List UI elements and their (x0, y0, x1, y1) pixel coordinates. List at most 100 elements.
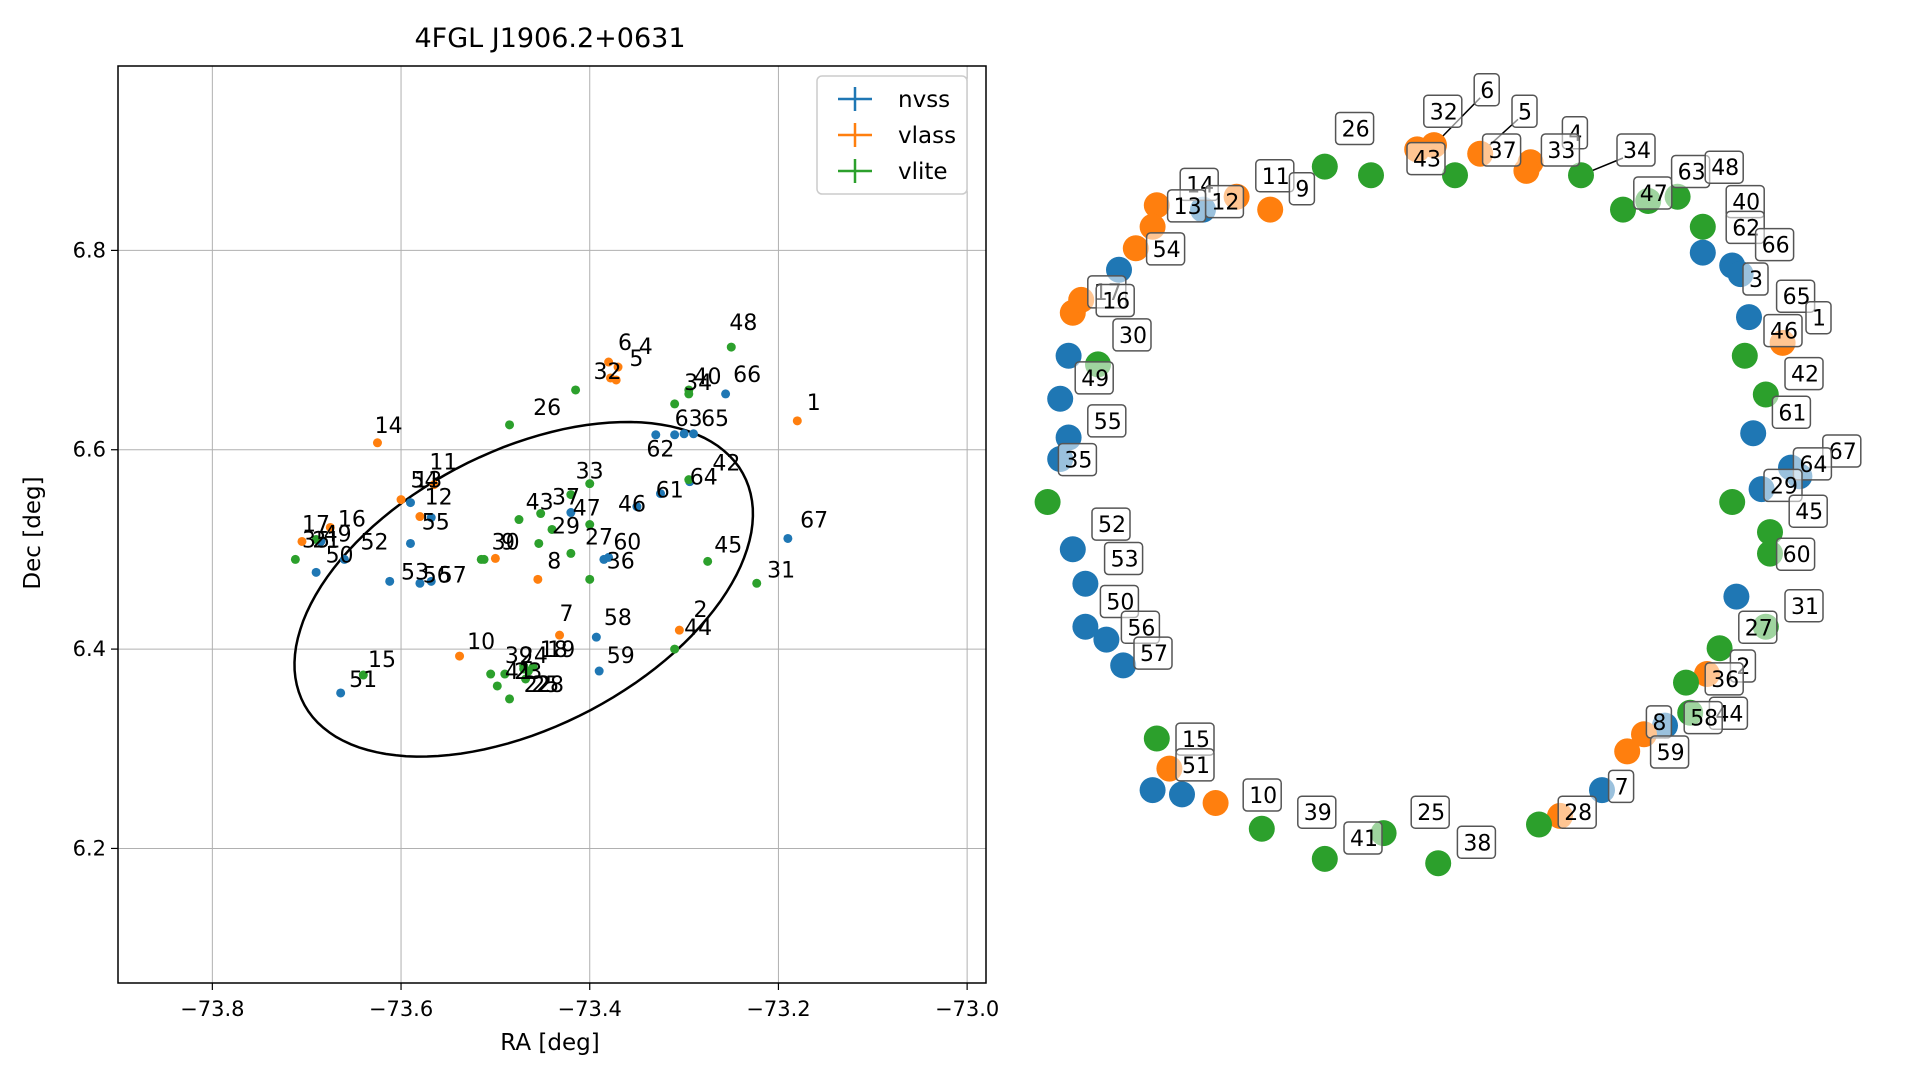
ring-label-box: 32 (1423, 94, 1463, 129)
ring-label-box: 37 (1481, 133, 1522, 167)
right-ring-chart: 6325374333426434763481191412134062663546… (1034, 73, 1862, 877)
ring-label-box: 25 (1410, 795, 1450, 829)
plot-frame (117, 65, 987, 984)
data-point-nvss (311, 567, 321, 577)
ring-label-text: 39 (1304, 801, 1332, 826)
ring-point (1757, 519, 1783, 546)
ring-label-frame (1683, 700, 1723, 735)
point-label: 11 (429, 451, 457, 476)
ring-label-frame (1754, 227, 1795, 262)
ring-label-frame (1481, 133, 1522, 167)
ring-label-box: 55 (1087, 404, 1127, 438)
point-label: 21 (312, 528, 340, 553)
ring-point (1072, 570, 1099, 597)
y-tick-label: 6.8 (73, 238, 106, 262)
data-point-vlite (486, 669, 496, 679)
point-label: 66 (733, 363, 761, 388)
point-label: 9 (501, 530, 515, 555)
ring-label-text: 45 (1795, 500, 1823, 525)
ring-point (1706, 635, 1733, 662)
ring-label-box: 41 (1343, 821, 1383, 855)
ring-label-box: 10 (1242, 778, 1282, 812)
ring-point (1034, 489, 1061, 515)
ring-label-frame (1738, 610, 1778, 645)
point-label: 27 (585, 525, 613, 550)
ring-label-text: 63 (1678, 161, 1706, 186)
data-point-nvss (651, 430, 661, 440)
chart-title: 4FGL J1906.2+0631 (414, 23, 685, 54)
point-label: 8 (547, 549, 561, 574)
ring-point (1673, 669, 1699, 696)
ring-label-text: 36 (1711, 668, 1739, 693)
legend: nvss vlass vlite (816, 75, 968, 195)
data-point-vlite (534, 538, 544, 548)
ring-label-frame (1103, 541, 1144, 576)
point-label: 7 (560, 602, 574, 627)
ring-label-box: 35 (1057, 442, 1098, 477)
ring-label-frame (1775, 279, 1816, 313)
ring-label-box: 66 (1754, 227, 1795, 262)
ring-label-frame (1540, 133, 1581, 167)
ring-point (1731, 342, 1758, 369)
point-label: 40 (694, 365, 722, 390)
ring-point (1425, 850, 1452, 877)
ring-point (1358, 162, 1384, 189)
data-point-vlass (604, 357, 614, 367)
ring-label-text: 48 (1711, 156, 1739, 181)
ring-label-text: 66 (1762, 234, 1790, 259)
point-label: 48 (729, 311, 757, 336)
ring-point (1059, 536, 1086, 563)
data-point-nvss (336, 688, 346, 698)
ring-label-text: 54 (1153, 238, 1181, 263)
data-point-vlite (566, 548, 576, 558)
data-point-vlite (585, 479, 595, 489)
point-label: 32 (594, 360, 622, 385)
point-label: 33 (576, 460, 604, 485)
ring-point (1736, 304, 1762, 331)
data-point-nvss (426, 513, 436, 523)
point-label: 46 (618, 493, 646, 518)
ring-label-frame (1297, 795, 1337, 829)
ring-point (1139, 777, 1166, 804)
ring-point (1257, 196, 1284, 223)
point-label: 23 (514, 660, 542, 685)
ring-label-box: 43 (1406, 141, 1446, 176)
ring-label-text: 35 (1064, 449, 1092, 474)
ring-label-text: 34 (1623, 139, 1651, 164)
legend-label-nvss: nvss (898, 87, 950, 113)
point-label: 29 (552, 514, 580, 539)
ring-label-box: 58 (1683, 700, 1723, 735)
point-label: 31 (767, 558, 795, 583)
data-point-nvss (566, 508, 576, 518)
ring-label-box: 6 (1473, 73, 1500, 107)
ring-label-text: 5 (1518, 100, 1532, 125)
ring-point (1169, 781, 1195, 808)
data-point-nvss (415, 578, 425, 588)
data-point-nvss (721, 389, 731, 399)
ellipse-outline (293, 420, 755, 758)
point-label: 25 (531, 673, 559, 698)
data-point-nvss (339, 554, 349, 564)
ring-label-box: 64 (1792, 447, 1833, 481)
point-label: 18 (540, 638, 568, 663)
ring-label-frame (1607, 769, 1635, 804)
ring-point (1689, 213, 1716, 240)
data-point-vlite (290, 554, 300, 564)
data-point-vlite (703, 556, 713, 566)
data-point-vlite (505, 694, 515, 704)
data-point-vlass (605, 373, 615, 383)
point-label: 61 (656, 479, 684, 504)
data-point-vlass (297, 536, 307, 546)
point-label: 10 (467, 630, 495, 655)
grid-lines (118, 66, 986, 983)
data-point-vlass (415, 512, 425, 522)
ring-label-frame (1091, 507, 1131, 541)
ring-label-frame (1616, 133, 1656, 167)
ring-label-box: 12 (1204, 184, 1245, 219)
ring-label-text: 59 (1657, 741, 1685, 766)
ring-label-box: 28 (1557, 795, 1597, 829)
ring-label-box: 30 (1112, 318, 1152, 352)
y-tick-label: 6.4 (73, 637, 106, 661)
ring-point (1442, 162, 1468, 189)
